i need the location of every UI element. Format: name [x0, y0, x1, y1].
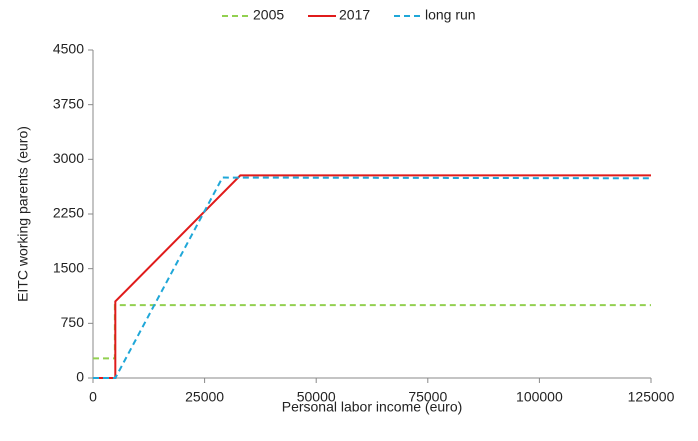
- y-axis-label: EITC working parents (euro): [15, 126, 31, 302]
- y-tick-label: 0: [76, 369, 84, 385]
- legend-label: 2005: [253, 7, 284, 23]
- legend-label: 2017: [339, 7, 370, 23]
- line-series: [93, 176, 652, 379]
- y-tick-label: 2250: [53, 205, 84, 221]
- y-tick-label: 3000: [53, 150, 84, 166]
- line-series: [93, 174, 651, 379]
- x-tick-label: 100000: [516, 389, 563, 405]
- y-tick-label: 3750: [53, 95, 84, 111]
- y-tick-label: 1500: [53, 259, 84, 275]
- x-tick-label: 25000: [185, 389, 224, 405]
- y-tick-label: 4500: [53, 41, 84, 57]
- x-axis-label: Personal labor income (euro): [282, 399, 463, 415]
- y-tick-label: 750: [61, 314, 85, 330]
- x-tick-label: 125000: [628, 389, 675, 405]
- legend-label: long run: [425, 7, 476, 23]
- x-tick-label: 0: [89, 389, 97, 405]
- x-tick-label: 75000: [408, 389, 447, 405]
- line-series: [93, 304, 651, 360]
- x-tick-label: 50000: [297, 389, 336, 405]
